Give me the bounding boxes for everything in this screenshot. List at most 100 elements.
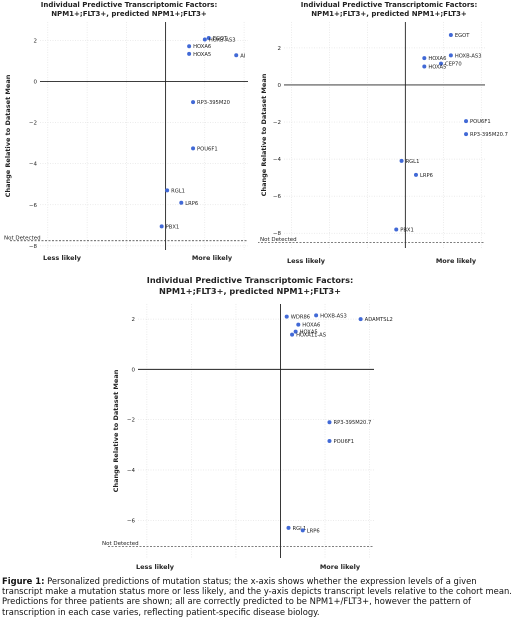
data-point-label: EGOT: [455, 33, 470, 39]
chart-title-line2: NPM1+;FLT3+, predicted NPM1+;FLT3+: [51, 10, 207, 18]
chart-panel-2: Individual Predictive Transcriptomic Fac…: [258, 0, 520, 272]
chart-panel-3: Individual Predictive Transcriptomic Fac…: [100, 274, 400, 574]
data-point-label: LRP6: [185, 201, 198, 207]
figure-caption: Figure 1: Personalized predictions of mu…: [2, 576, 516, 617]
chart-title-line1: Individual Predictive Transcriptomic Fac…: [147, 275, 353, 285]
y-tick-label: 2: [278, 46, 282, 52]
data-point-label: RP3-395M20: [197, 100, 230, 106]
data-point: [448, 53, 453, 58]
data-point: [300, 528, 305, 533]
y-tick-label: 0: [278, 83, 282, 89]
y-axis-label: Change Relative to Dataset Mean: [112, 369, 120, 492]
data-point: [284, 314, 289, 319]
y-tick-label: −8: [29, 244, 38, 250]
data-point: [422, 56, 427, 61]
data-point: [206, 36, 211, 41]
y-tick-label: 2: [34, 38, 38, 44]
not-detected-label: Not Detected: [4, 235, 41, 241]
data-point: [464, 119, 469, 124]
y-tick-label: −2: [127, 418, 135, 424]
scatter-plot: Individual Predictive Transcriptomic Fac…: [258, 1, 508, 265]
data-point: [187, 44, 192, 49]
data-point-label: PBX1: [400, 227, 414, 233]
x-label-more-likely: More likely: [436, 257, 477, 265]
data-point: [399, 158, 404, 163]
data-point: [293, 329, 298, 334]
data-point-label: HOXA6: [193, 44, 211, 50]
data-point-label: HOXA5: [193, 52, 211, 58]
y-tick-label: −6: [127, 518, 136, 524]
data-point: [187, 51, 192, 56]
data-point-label: ADAMTSL2: [365, 317, 393, 323]
data-point: [327, 439, 332, 444]
y-axis-label: Change Relative to Dataset Mean: [4, 74, 12, 197]
y-tick-label: −4: [127, 468, 136, 474]
x-label-more-likely: More likely: [192, 254, 233, 262]
data-point: [296, 322, 301, 327]
data-point: [191, 146, 196, 151]
not-detected-label: Not Detected: [260, 237, 297, 243]
data-point-label: HOXA5: [300, 330, 318, 336]
data-point-label: HOXA11-AS: [296, 333, 326, 339]
data-point: [413, 172, 418, 177]
data-point-label: HOXA6: [302, 323, 320, 329]
caption-text: Personalized predictions of mutation sta…: [2, 576, 512, 617]
data-point-label: EGOT: [213, 36, 228, 42]
data-point: [422, 64, 427, 69]
data-point: [464, 132, 469, 137]
y-tick-label: −6: [273, 194, 282, 200]
data-point-label: POU6F1: [470, 119, 491, 125]
data-point: [314, 313, 319, 318]
x-label-less-likely: Less likely: [43, 254, 82, 262]
data-point-label: AI: [240, 53, 246, 59]
y-tick-label: −4: [273, 157, 282, 163]
data-point-label: POU6F1: [197, 146, 218, 152]
data-point-label: RP3-395M20.7: [470, 132, 508, 138]
data-point-label: WDR86: [291, 315, 310, 321]
y-tick-label: −2: [29, 121, 37, 127]
data-point: [286, 525, 291, 530]
data-point: [290, 332, 295, 337]
data-point: [327, 420, 332, 425]
scatter-plot: Individual Predictive Transcriptomic Fac…: [102, 275, 393, 571]
data-point: [448, 32, 453, 37]
data-point: [358, 317, 363, 322]
data-point: [234, 53, 239, 58]
data-point: [202, 37, 207, 42]
chart-title-line2: NPM1+;FLT3+, predicted NPM1+;FLT3+: [159, 286, 341, 296]
data-point-label: LRP6: [307, 528, 320, 534]
y-tick-label: −6: [29, 203, 38, 209]
x-label-less-likely: Less likely: [287, 257, 326, 265]
chart-title-line2: NPM1+;FLT3+, predicted NPM1+;FLT3+: [311, 10, 467, 18]
caption-label: Figure 1:: [2, 576, 45, 586]
data-point-label: RGL1: [293, 526, 307, 532]
y-tick-label: 0: [132, 367, 136, 373]
data-point-label: HOXA5: [428, 64, 446, 70]
data-point: [179, 200, 184, 205]
data-point-label: RP3-395M20.7: [333, 420, 371, 426]
data-point-label: HOXB-AS3: [209, 37, 236, 43]
data-point-label: RGL1: [171, 188, 185, 194]
chart-title-line1: Individual Predictive Transcriptomic Fac…: [41, 1, 218, 9]
data-point-label: CEP70: [445, 62, 462, 68]
y-tick-label: −2: [273, 120, 281, 126]
data-point-label: LRP6: [420, 173, 433, 179]
y-tick-label: −8: [273, 231, 282, 237]
data-point: [394, 227, 399, 232]
x-label-less-likely: Less likely: [136, 563, 175, 571]
data-point: [439, 61, 444, 66]
data-point-label: HOXA6: [428, 56, 446, 62]
y-tick-label: −4: [29, 162, 38, 168]
data-point-label: RGL1: [406, 159, 420, 165]
data-point-label: HOXB-AS3: [455, 53, 482, 59]
chart-title-line1: Individual Predictive Transcriptomic Fac…: [301, 1, 478, 9]
data-point: [165, 188, 170, 193]
data-point-label: PBX1: [166, 224, 180, 230]
data-point: [191, 100, 196, 105]
chart-panel-1: Individual Predictive Transcriptomic Fac…: [0, 0, 258, 272]
data-point-label: POU6F1: [333, 439, 354, 445]
y-tick-label: 2: [132, 317, 136, 323]
y-axis-label: Change Relative to Dataset Mean: [260, 73, 268, 196]
data-point: [159, 224, 164, 229]
data-point-label: HOXB-AS3: [320, 313, 347, 319]
